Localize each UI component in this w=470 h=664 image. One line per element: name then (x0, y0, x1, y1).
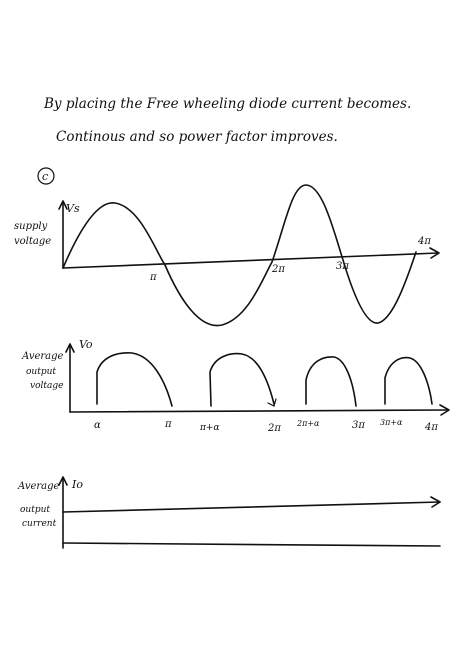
voltage-x-arrow (439, 404, 450, 416)
supply-tick-4pi: 4π (417, 236, 431, 247)
voltage-tick-alpha: α (94, 420, 101, 431)
voltage-y-arrow (65, 343, 75, 353)
voltage-tick-2pi: 2π (267, 423, 281, 434)
voltage-tick-2pi-alpha: 2π+α (296, 419, 320, 428)
voltage-y-label-line1: Average (21, 351, 64, 362)
voltage-axis-symbol: Vo (79, 338, 93, 351)
voltage-y-label-line2: output (26, 367, 56, 377)
voltage-x-axis (69, 409, 449, 413)
current-y-arrow (58, 476, 68, 486)
supply-axis-symbol: Vs (66, 202, 80, 215)
voltage-arrow-2 (267, 398, 277, 407)
current-axis-symbol: Io (71, 478, 83, 491)
supply-y-arrow (58, 200, 68, 210)
supply-y-label-line1: supply (14, 221, 48, 232)
voltage-hump-4 (384, 356, 433, 405)
voltage-y-label-line3: voltage (30, 381, 63, 391)
note-line-2: Continous and so power factor improves. (56, 129, 338, 145)
output-voltage-graph: Average output voltage Vo α π π+α 2π 2π+… (21, 338, 450, 434)
current-x-axis (62, 542, 441, 547)
supply-y-label-line2: voltage (14, 236, 51, 247)
voltage-tick-pi-alpha: π+α (199, 423, 220, 433)
current-y-label-line2: output (20, 505, 50, 515)
voltage-tick-3pi-alpha: 3π+α (380, 418, 403, 427)
voltage-tick-pi: π (164, 419, 172, 430)
output-current-graph: Average output current Io (17, 476, 441, 549)
voltage-hump-1 (96, 352, 173, 407)
voltage-tick-3pi: 3π (352, 420, 365, 431)
voltage-tick-4pi: 4π (424, 422, 438, 433)
supply-tick-3pi: 3π (336, 261, 349, 272)
supply-x-axis (62, 252, 439, 269)
current-level-line (62, 501, 441, 513)
part-label-circle (37, 167, 55, 185)
current-y-label-line3: current (22, 519, 57, 529)
supply-tick-pi: π (149, 272, 157, 283)
supply-voltage-graph: supply voltage Vs π 2π 3π 4π (14, 184, 440, 327)
note-line-1: By placing the Free wheeling diode curre… (43, 96, 411, 112)
part-label: c (42, 170, 48, 183)
supply-x-arrow (429, 247, 440, 259)
current-level-arrow (430, 496, 441, 508)
supply-waveform (62, 184, 417, 327)
supply-tick-2pi: 2π (271, 264, 285, 275)
voltage-hump-3 (305, 356, 357, 407)
current-y-label-line1: Average (17, 481, 60, 492)
voltage-hump-2 (209, 352, 275, 407)
